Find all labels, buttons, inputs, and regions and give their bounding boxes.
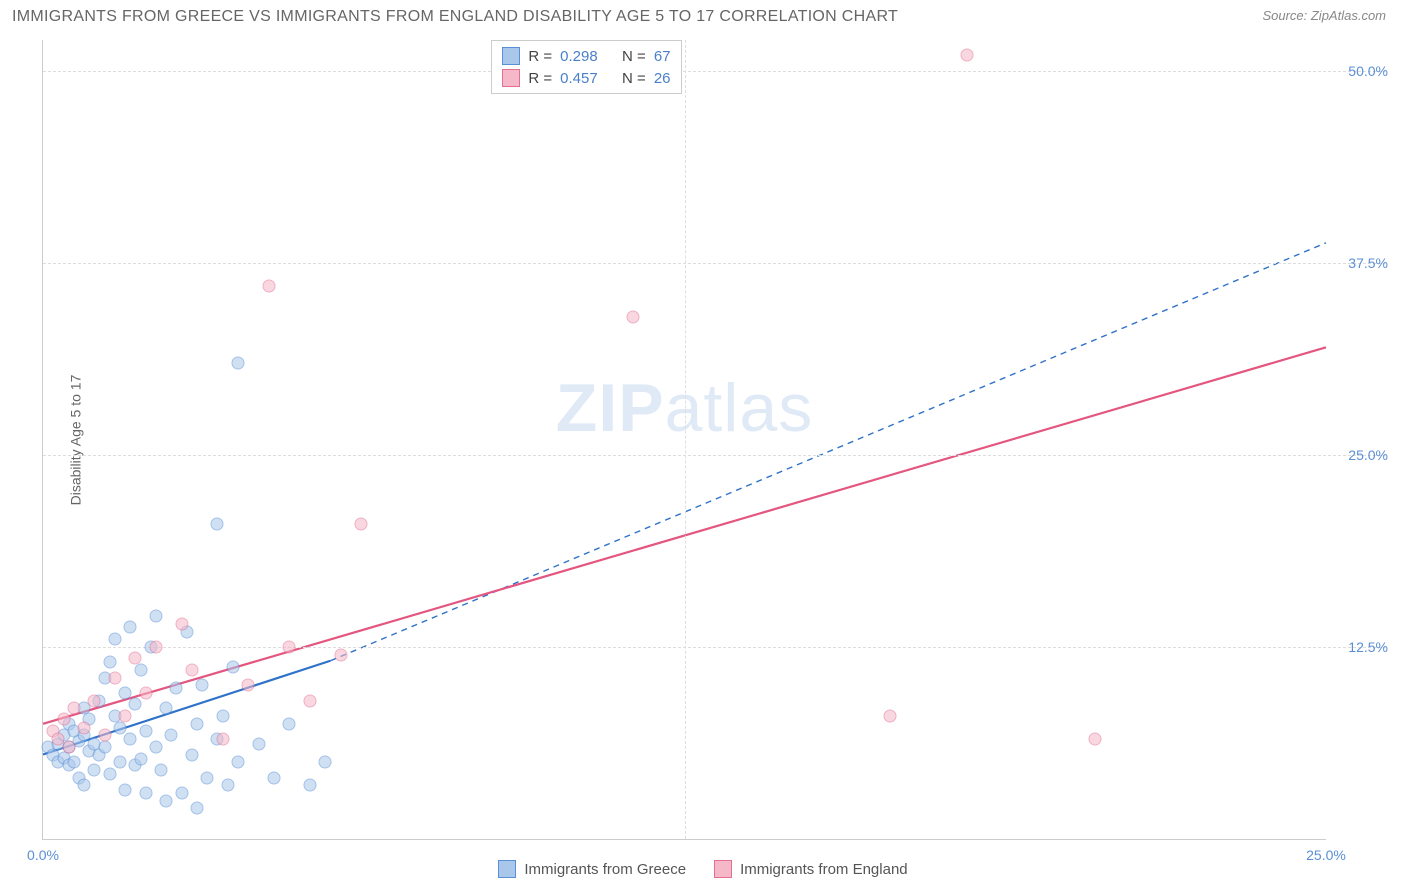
point-greece — [134, 663, 147, 676]
point-greece — [139, 786, 152, 799]
point-greece — [190, 802, 203, 815]
point-england — [139, 687, 152, 700]
point-greece — [170, 682, 183, 695]
r-value-england: 0.457 — [560, 70, 598, 87]
point-greece — [108, 633, 121, 646]
series-legend: Immigrants from Greece Immigrants from E… — [0, 860, 1406, 878]
point-greece — [160, 702, 173, 715]
r-value-greece: 0.298 — [560, 48, 598, 65]
point-england — [149, 640, 162, 653]
point-greece — [113, 756, 126, 769]
gridline-h — [43, 71, 1386, 72]
point-england — [119, 710, 132, 723]
point-england — [883, 710, 896, 723]
point-england — [78, 722, 91, 735]
point-england — [960, 49, 973, 62]
point-england — [262, 279, 275, 292]
point-greece — [155, 763, 168, 776]
point-england — [627, 310, 640, 323]
point-england — [334, 648, 347, 661]
point-england — [242, 679, 255, 692]
point-greece — [113, 722, 126, 735]
point-greece — [175, 786, 188, 799]
point-greece — [124, 620, 137, 633]
stats-legend-row-england: R = 0.457 N = 26 — [502, 67, 670, 89]
point-greece — [221, 779, 234, 792]
point-greece — [160, 794, 173, 807]
point-england — [98, 728, 111, 741]
swatch-england — [502, 69, 520, 87]
point-greece — [139, 725, 152, 738]
point-england — [355, 518, 368, 531]
gridline-h — [43, 455, 1386, 456]
point-england — [67, 702, 80, 715]
point-greece — [232, 756, 245, 769]
gridline-h — [43, 263, 1386, 264]
stats-legend: R = 0.298 N = 67 R = 0.457 N = 26 — [491, 40, 681, 94]
swatch-greece — [502, 47, 520, 65]
point-england — [1089, 733, 1102, 746]
point-greece — [196, 679, 209, 692]
point-greece — [201, 771, 214, 784]
point-england — [88, 694, 101, 707]
point-england — [108, 671, 121, 684]
n-value-greece: 67 — [654, 48, 671, 65]
point-england — [185, 663, 198, 676]
point-greece — [149, 740, 162, 753]
point-greece — [190, 717, 203, 730]
point-greece — [119, 687, 132, 700]
point-greece — [134, 753, 147, 766]
page-title: IMMIGRANTS FROM GREECE VS IMMIGRANTS FRO… — [12, 8, 898, 26]
point-greece — [103, 656, 116, 669]
point-england — [57, 713, 70, 726]
point-greece — [129, 697, 142, 710]
source-attribution: Source: ZipAtlas.com — [1262, 8, 1386, 23]
point-greece — [267, 771, 280, 784]
point-greece — [67, 756, 80, 769]
point-england — [62, 740, 75, 753]
point-greece — [103, 768, 116, 781]
point-greece — [226, 660, 239, 673]
point-greece — [124, 733, 137, 746]
plot-area: ZIPatlas 12.5%25.0%37.5%50.0%0.0%25.0% — [42, 40, 1326, 840]
legend-item-england: Immigrants from England — [714, 860, 908, 878]
point-england — [283, 640, 296, 653]
point-greece — [216, 710, 229, 723]
point-greece — [78, 779, 91, 792]
gridline-h — [43, 647, 1386, 648]
point-greece — [88, 763, 101, 776]
y-tick-label: 12.5% — [1348, 639, 1388, 655]
stats-legend-row-greece: R = 0.298 N = 67 — [502, 45, 670, 67]
point-greece — [252, 737, 265, 750]
point-england — [175, 617, 188, 630]
point-greece — [303, 779, 316, 792]
gridline-v — [685, 40, 686, 839]
point-greece — [119, 783, 132, 796]
point-greece — [165, 728, 178, 741]
correlation-chart: Disability Age 5 to 17 ZIPatlas 12.5%25.… — [42, 40, 1326, 840]
swatch-england — [714, 860, 732, 878]
point-greece — [232, 356, 245, 369]
point-greece — [98, 740, 111, 753]
point-england — [303, 694, 316, 707]
legend-item-greece: Immigrants from Greece — [498, 860, 686, 878]
y-tick-label: 50.0% — [1348, 63, 1388, 79]
point-england — [129, 651, 142, 664]
swatch-greece — [498, 860, 516, 878]
n-value-england: 26 — [654, 70, 671, 87]
point-greece — [185, 748, 198, 761]
point-greece — [283, 717, 296, 730]
y-tick-label: 37.5% — [1348, 255, 1388, 271]
point-england — [216, 733, 229, 746]
point-greece — [211, 518, 224, 531]
point-greece — [319, 756, 332, 769]
point-greece — [149, 610, 162, 623]
y-tick-label: 25.0% — [1348, 447, 1388, 463]
